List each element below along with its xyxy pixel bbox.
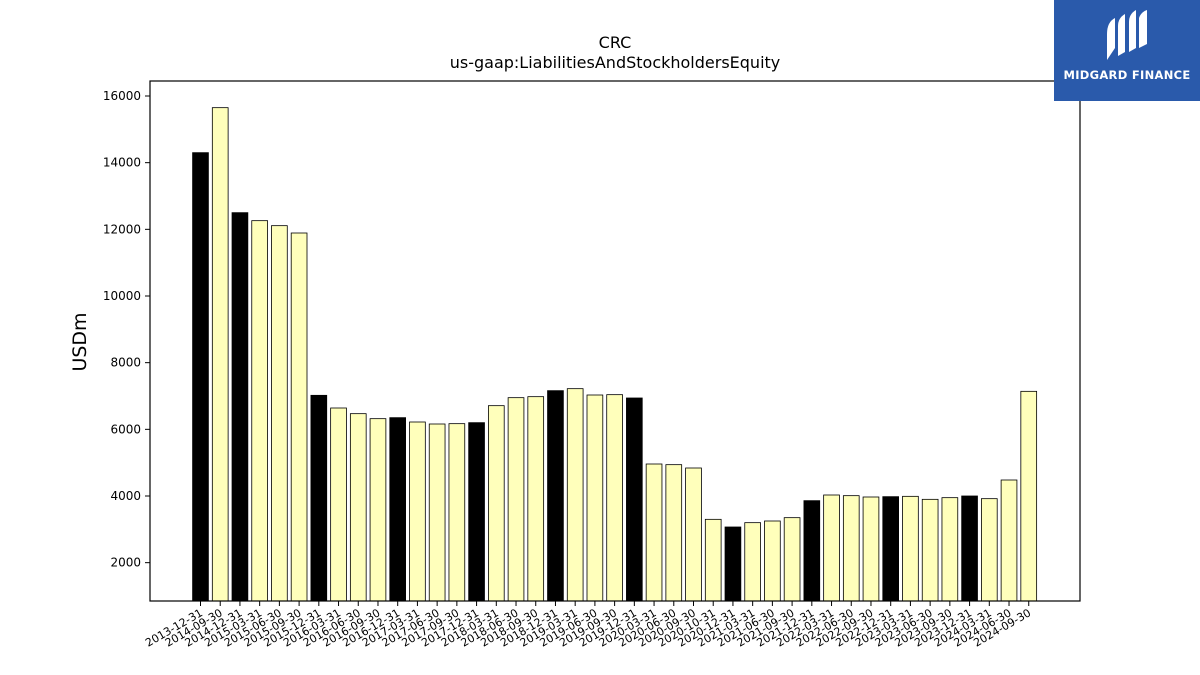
bar-2020-10-31 (704, 518, 722, 602)
bar-2023-06-30 (921, 498, 939, 602)
bar-2024-09-30 (1020, 390, 1038, 602)
bar-2019-06-30 (586, 394, 604, 602)
bar-2022-12-31 (882, 496, 899, 602)
y-tick-label: 16000 (103, 89, 141, 103)
y-axis-ticks: 2000 4000 6000 8000 10000 12000 14000 16000 (103, 89, 150, 570)
chart-title: CRC (599, 33, 632, 52)
bar-2021-09-30 (783, 517, 801, 602)
bar-2018-12-31 (547, 390, 564, 602)
bar-2016-06-30 (349, 413, 367, 602)
bar-2019-03-31 (566, 388, 584, 602)
bar-2020-03-31 (645, 463, 663, 602)
bar-2024-06-30 (1000, 479, 1018, 602)
bar-2019-12-31 (626, 397, 643, 602)
bar-2023-03-31 (902, 495, 919, 602)
bar-2022-09-30 (862, 496, 880, 602)
y-axis-label: USDm (69, 312, 91, 371)
bar-2024-03-31 (981, 498, 998, 602)
y-tick-label: 8000 (110, 356, 141, 370)
bar-2015-03-31 (251, 220, 268, 602)
bar-2016-09-30 (369, 418, 387, 602)
y-tick-label: 10000 (103, 289, 141, 303)
midgard-logo-icon (1107, 10, 1147, 60)
bar-2020-12-31 (724, 526, 742, 602)
bar-2023-12-31 (961, 495, 978, 602)
y-tick-label: 14000 (103, 156, 141, 170)
bar-2014-12-31 (231, 212, 249, 602)
bar-2013-12-31 (192, 152, 209, 602)
bar-2015-12-31 (310, 394, 328, 602)
bar-2019-09-30 (606, 394, 623, 602)
bar-2022-06-30 (842, 495, 860, 602)
bar-2022-03-31 (823, 494, 840, 602)
y-tick-label: 4000 (110, 489, 141, 503)
bar-2014-09-30 (211, 107, 229, 602)
bars-group (192, 107, 1038, 602)
y-tick-label: 2000 (110, 556, 141, 570)
y-tick-label: 12000 (103, 222, 141, 236)
bar-2017-12-31 (468, 422, 485, 602)
bar-2016-03-31 (330, 407, 347, 602)
bar-2017-09-30 (448, 423, 466, 602)
bar-2021-03-31 (744, 522, 761, 602)
bar-2020-06-30 (665, 464, 683, 602)
bar-2017-03-31 (409, 421, 426, 602)
bar-2018-09-30 (527, 396, 545, 602)
bar-2018-06-30 (507, 397, 525, 602)
bar-2021-12-31 (803, 500, 821, 602)
bar-2023-09-30 (941, 497, 959, 602)
bar-2016-12-31 (389, 417, 406, 602)
bar-2018-03-31 (487, 405, 505, 602)
bar-2015-06-30 (271, 225, 288, 602)
bar-2021-06-30 (764, 520, 781, 602)
brand-logo: MIDGARD FINANCE (1054, 0, 1200, 101)
chart-subtitle: us-gaap:LiabilitiesAndStockholdersEquity (450, 53, 781, 72)
y-tick-label: 6000 (110, 422, 141, 436)
x-axis-ticks: 2013-12-312014-09-302014-12-312015-03-31… (143, 601, 1033, 650)
bar-2017-06-30 (428, 423, 446, 602)
brand-name: MIDGARD FINANCE (1063, 68, 1191, 82)
plot-frame (149, 80, 1081, 602)
bar-2020-09-30 (685, 467, 702, 602)
bar-2015-09-30 (290, 232, 308, 602)
